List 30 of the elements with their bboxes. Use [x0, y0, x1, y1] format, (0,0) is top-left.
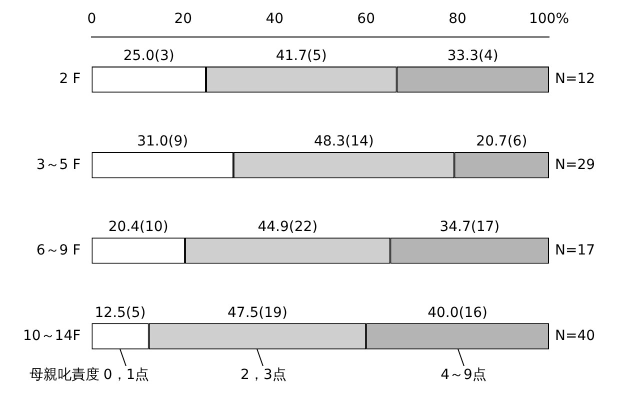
- series-label: 4～9点: [440, 366, 486, 383]
- data-label: 20.7(6): [476, 134, 528, 150]
- data-label: 20.4(10): [108, 219, 168, 236]
- data-label: 12.5(5): [94, 304, 146, 321]
- x-tick-label: 100%: [528, 11, 570, 28]
- text: N=17: [555, 242, 596, 258]
- data-label: 47.5(19): [228, 304, 288, 321]
- text: N=40: [555, 328, 596, 344]
- data-label: 25.0(3): [123, 48, 174, 64]
- text: N=29: [555, 156, 596, 173]
- legend-title: 母親叱責度: [29, 366, 100, 383]
- y-tick-label: 2 F: [59, 71, 81, 88]
- x-tick-label: 0: [87, 11, 96, 28]
- data-label: 44.9(22): [258, 219, 318, 236]
- x-tick-label: 60: [357, 11, 375, 28]
- y-tick-label: 3～5 F: [36, 156, 81, 173]
- x-tick-label: 40: [266, 11, 284, 28]
- data-label: 48.3(14): [314, 134, 374, 150]
- data-label: 31.0(9): [137, 134, 188, 150]
- text: N=12: [555, 71, 596, 88]
- y-tick-label: 10～14F: [22, 328, 81, 344]
- data-label: 41.7(5): [276, 48, 327, 64]
- data-label: 33.3(4): [447, 48, 498, 64]
- series-label: 0，1点: [103, 366, 150, 383]
- data-label: 40.0(16): [428, 304, 488, 321]
- x-tick-label: 20: [174, 11, 192, 28]
- y-tick-label: 6～9 F: [36, 242, 81, 258]
- x-tick-label: 80: [448, 11, 466, 28]
- data-label: 34.7(17): [440, 219, 500, 236]
- series-label: 2，3点: [240, 366, 286, 383]
